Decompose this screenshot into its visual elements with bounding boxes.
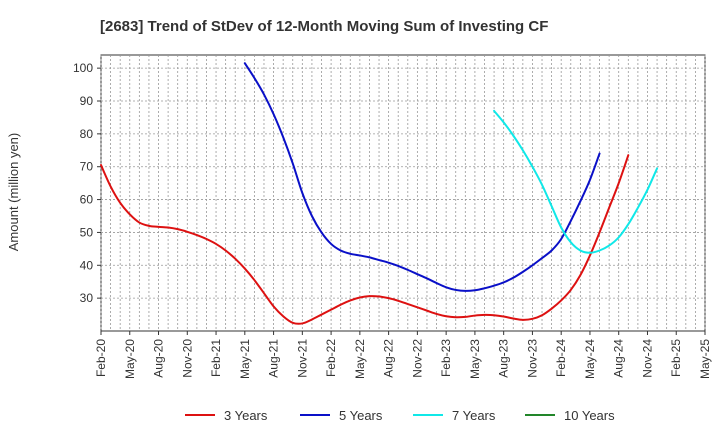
legend-label-7-years: 7 Years <box>452 408 496 423</box>
series-layer <box>100 62 659 325</box>
y-tick-label: 40 <box>80 258 94 272</box>
y-tick-label: 50 <box>80 225 94 239</box>
x-axis: Feb-20 May-20 Aug-20 Nov-20 Feb-21 May-21 Aug-… <box>94 331 712 379</box>
series-line-7-years <box>493 109 659 254</box>
y-tick-label: 90 <box>80 94 94 108</box>
x-tick-label: Feb-20 <box>94 339 108 377</box>
series-line-3-years <box>100 154 630 325</box>
x-tick-label: Aug-22 <box>382 339 396 378</box>
gridlines <box>100 55 706 331</box>
x-tick-label: Aug-21 <box>267 339 281 378</box>
y-tick-label: 100 <box>73 61 93 75</box>
x-tick-label: Aug-24 <box>612 339 626 378</box>
x-tick-label: May-22 <box>353 339 367 379</box>
chart-title: [2683] Trend of StDev of 12-Month Moving… <box>100 18 548 35</box>
x-tick-label: Nov-23 <box>525 339 539 378</box>
x-tick-label: Nov-24 <box>640 339 654 378</box>
x-tick-label: Aug-23 <box>497 339 511 378</box>
y-axis: 30 40 50 60 70 80 90 100 <box>73 61 101 305</box>
x-tick-label: May-25 <box>698 339 712 379</box>
x-tick-label: May-20 <box>123 339 137 379</box>
legend-label-10-years: 10 Years <box>564 408 615 423</box>
x-tick-label: Feb-23 <box>439 339 453 377</box>
x-tick-label: May-21 <box>238 339 252 379</box>
y-tick-label: 70 <box>80 160 94 174</box>
x-tick-label: Feb-21 <box>209 339 223 377</box>
legend-label-5-years: 5 Years <box>339 408 383 423</box>
x-tick-label: Nov-21 <box>295 339 309 378</box>
x-tick-label: Nov-20 <box>180 339 194 378</box>
x-tick-label: Nov-22 <box>410 339 424 378</box>
x-tick-label: Feb-24 <box>554 339 568 377</box>
x-tick-label: Aug-20 <box>152 339 166 378</box>
legend: 3 Years 5 Years 7 Years 10 Years <box>185 408 615 423</box>
x-tick-label: Feb-25 <box>669 339 683 377</box>
x-tick-label: Feb-22 <box>324 339 338 377</box>
y-tick-label: 80 <box>80 127 94 141</box>
legend-label-3-years: 3 Years <box>224 408 268 423</box>
series-line-5-years <box>243 62 601 292</box>
x-tick-label: May-23 <box>468 339 482 379</box>
y-tick-label: 30 <box>80 291 94 305</box>
plot-area <box>100 54 706 332</box>
x-tick-label: May-24 <box>583 339 597 379</box>
y-tick-label: 60 <box>80 193 94 207</box>
y-axis-label: Amount (million yen) <box>6 133 21 252</box>
